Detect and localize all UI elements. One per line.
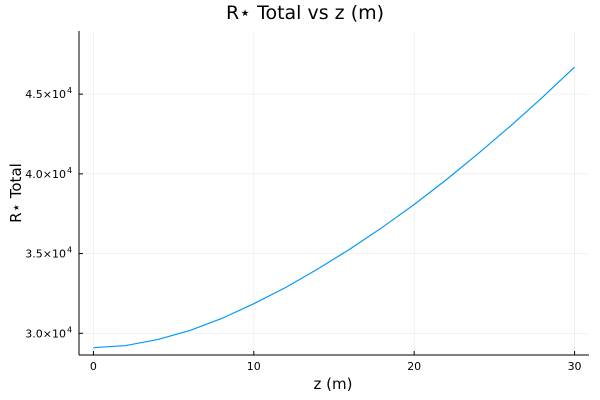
y-tick-exponent: 4 [67,86,72,95]
grid [79,31,589,355]
y-tick-exponent: 4 [67,246,72,255]
x-tick-label: 0 [90,360,97,373]
y-tick-label: 3.0×10 [25,327,66,340]
x-tick-label: 20 [407,360,421,373]
x-axis-label: z (m) [314,375,353,393]
y-ticks: 3.0×10 43.5×10 44.0×10 44.5×10 4 [25,86,83,340]
y-tick-label: 4.0×10 [25,168,66,181]
y-tick-label: 4.5×10 [25,88,66,101]
y-tick-label-group: 4.5×10 4 [25,86,72,101]
y-tick-exponent: 4 [67,166,72,175]
x-ticks: 0 10 20 30 [90,351,582,373]
y-tick-label-group: 3.5×10 4 [25,246,72,261]
y-axis-label: R⋆ Total [7,163,25,223]
x-tick-label: 30 [568,360,582,373]
y-tick-label-group: 4.0×10 4 [25,166,72,181]
series [93,66,575,349]
y-tick-label-group: 3.0×10 4 [25,325,72,340]
x-tick-label: 10 [247,360,261,373]
chart-title: R⋆ Total vs z (m) [226,2,384,24]
axes [78,31,589,356]
y-tick-exponent: 4 [67,325,72,334]
series-line [93,66,575,349]
y-tick-label: 3.5×10 [25,248,66,261]
